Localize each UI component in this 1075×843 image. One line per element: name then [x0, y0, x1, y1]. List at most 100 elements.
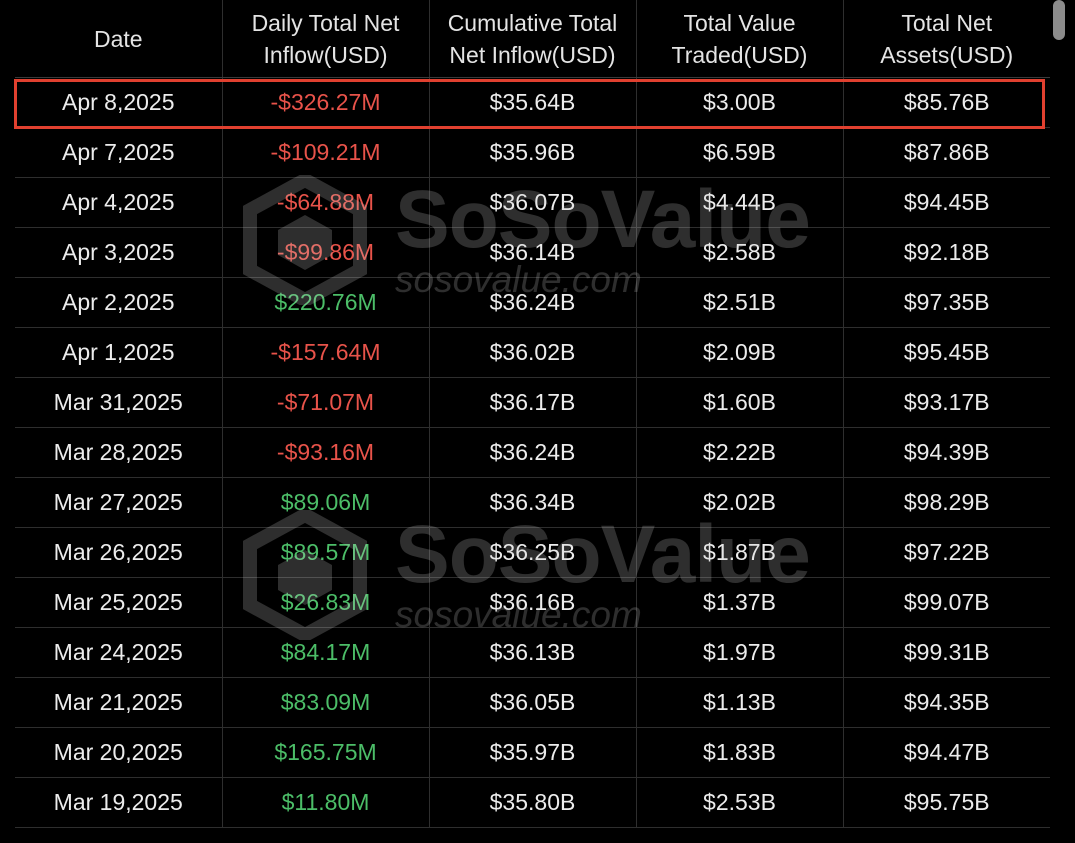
table-row[interactable]: Mar 21,2025 $83.09M $36.05B $1.13B $94.35B [15, 677, 1050, 728]
cell-daily-net-inflow: $11.80M [221, 777, 429, 828]
cell-total-value-traded: $1.83B [635, 727, 843, 778]
cell-total-value-traded: $3.00B [635, 77, 843, 128]
cell-total-net-assets: $97.22B [842, 527, 1050, 578]
header-cumulative-net-inflow[interactable]: Cumulative Total Net Inflow(USD) [428, 0, 636, 78]
cell-total-value-traded: $2.53B [635, 777, 843, 828]
cell-cumulative-net-inflow: $36.17B [428, 377, 636, 428]
cell-date: Mar 19,2025 [15, 777, 222, 828]
cell-total-net-assets: $94.47B [842, 727, 1050, 778]
cell-total-net-assets: $94.39B [842, 427, 1050, 478]
cell-total-value-traded: $2.58B [635, 227, 843, 278]
cell-daily-net-inflow: $165.75M [221, 727, 429, 778]
cell-date: Mar 20,2025 [15, 727, 222, 778]
cell-total-net-assets: $85.76B [842, 77, 1050, 128]
cell-daily-net-inflow: -$99.86M [221, 227, 429, 278]
table-row[interactable]: Mar 28,2025 -$93.16M $36.24B $2.22B $94.39B [15, 427, 1050, 478]
cell-total-net-assets: $99.07B [842, 577, 1050, 628]
table-row[interactable]: Mar 26,2025 $89.57M $36.25B $1.87B $97.22B [15, 527, 1050, 578]
table-header-row: Date Daily Total Net Inflow(USD) Cumulat… [15, 0, 1050, 78]
cell-cumulative-net-inflow: $36.24B [428, 427, 636, 478]
cell-total-net-assets: $99.31B [842, 627, 1050, 678]
cell-date: Mar 25,2025 [15, 577, 222, 628]
header-date[interactable]: Date [15, 0, 222, 78]
table-row[interactable]: Mar 27,2025 $89.06M $36.34B $2.02B $98.29B [15, 477, 1050, 528]
cell-total-value-traded: $4.44B [635, 177, 843, 228]
cell-cumulative-net-inflow: $36.05B [428, 677, 636, 728]
cell-total-net-assets: $95.45B [842, 327, 1050, 378]
cell-cumulative-net-inflow: $35.97B [428, 727, 636, 778]
table-row[interactable]: Apr 4,2025 -$64.88M $36.07B $4.44B $94.45B [15, 177, 1050, 228]
cell-date: Apr 4,2025 [15, 177, 222, 228]
cell-total-value-traded: $2.02B [635, 477, 843, 528]
cell-daily-net-inflow: $89.57M [221, 527, 429, 578]
cell-date: Mar 28,2025 [15, 427, 222, 478]
cell-cumulative-net-inflow: $35.80B [428, 777, 636, 828]
cell-date: Apr 3,2025 [15, 227, 222, 278]
cell-daily-net-inflow: -$109.21M [221, 127, 429, 178]
cell-cumulative-net-inflow: $36.25B [428, 527, 636, 578]
cell-total-net-assets: $97.35B [842, 277, 1050, 328]
cell-daily-net-inflow: $83.09M [221, 677, 429, 728]
header-total-value-traded[interactable]: Total Value Traded(USD) [635, 0, 843, 78]
etf-flow-table-container: Date Daily Total Net Inflow(USD) Cumulat… [15, 0, 1050, 843]
cell-total-net-assets: $95.75B [842, 777, 1050, 828]
cell-date: Mar 27,2025 [15, 477, 222, 528]
table-row[interactable]: Mar 19,2025 $11.80M $35.80B $2.53B $95.75B [15, 777, 1050, 828]
vertical-scrollbar[interactable] [1053, 0, 1065, 40]
cell-total-value-traded: $2.09B [635, 327, 843, 378]
cell-total-value-traded: $2.22B [635, 427, 843, 478]
cell-total-net-assets: $92.18B [842, 227, 1050, 278]
cell-total-value-traded: $1.60B [635, 377, 843, 428]
cell-total-net-assets: $93.17B [842, 377, 1050, 428]
cell-date: Mar 24,2025 [15, 627, 222, 678]
cell-cumulative-net-inflow: $36.34B [428, 477, 636, 528]
header-total-net-assets[interactable]: Total Net Assets(USD) [842, 0, 1050, 78]
cell-daily-net-inflow: $26.83M [221, 577, 429, 628]
cell-cumulative-net-inflow: $35.96B [428, 127, 636, 178]
cell-total-net-assets: $98.29B [842, 477, 1050, 528]
cell-date: Apr 7,2025 [15, 127, 222, 178]
cell-daily-net-inflow: -$64.88M [221, 177, 429, 228]
table-row[interactable]: Mar 20,2025 $165.75M $35.97B $1.83B $94.47B [15, 727, 1050, 778]
cell-total-value-traded: $1.37B [635, 577, 843, 628]
cell-date: Apr 8,2025 [15, 77, 222, 128]
cell-cumulative-net-inflow: $36.07B [428, 177, 636, 228]
cell-total-value-traded: $2.51B [635, 277, 843, 328]
etf-flow-table: Date Daily Total Net Inflow(USD) Cumulat… [15, 0, 1050, 828]
cell-daily-net-inflow: -$71.07M [221, 377, 429, 428]
cell-daily-net-inflow: -$157.64M [221, 327, 429, 378]
cell-daily-net-inflow: $84.17M [221, 627, 429, 678]
cell-cumulative-net-inflow: $36.02B [428, 327, 636, 378]
cell-daily-net-inflow: $89.06M [221, 477, 429, 528]
table-row[interactable]: Apr 3,2025 -$99.86M $36.14B $2.58B $92.18B [15, 227, 1050, 278]
cell-date: Mar 26,2025 [15, 527, 222, 578]
cell-total-net-assets: $87.86B [842, 127, 1050, 178]
table-row[interactable]: Mar 25,2025 $26.83M $36.16B $1.37B $99.07B [15, 577, 1050, 628]
table-row[interactable]: Apr 1,2025 -$157.64M $36.02B $2.09B $95.45B [15, 327, 1050, 378]
cell-cumulative-net-inflow: $36.13B [428, 627, 636, 678]
cell-cumulative-net-inflow: $36.24B [428, 277, 636, 328]
cell-date: Apr 2,2025 [15, 277, 222, 328]
table-row-highlighted[interactable]: Apr 8,2025 -$326.27M $35.64B $3.00B $85.76B [15, 77, 1050, 128]
cell-total-value-traded: $1.87B [635, 527, 843, 578]
cell-date: Mar 21,2025 [15, 677, 222, 728]
cell-total-value-traded: $6.59B [635, 127, 843, 178]
cell-total-net-assets: $94.35B [842, 677, 1050, 728]
cell-daily-net-inflow: -$326.27M [221, 77, 429, 128]
cell-cumulative-net-inflow: $35.64B [428, 77, 636, 128]
table-row[interactable]: Apr 7,2025 -$109.21M $35.96B $6.59B $87.86B [15, 127, 1050, 178]
table-row[interactable]: Mar 24,2025 $84.17M $36.13B $1.97B $99.31B [15, 627, 1050, 678]
cell-cumulative-net-inflow: $36.14B [428, 227, 636, 278]
table-body: Apr 8,2025 -$326.27M $35.64B $3.00B $85.76B A… [15, 77, 1050, 828]
cell-daily-net-inflow: -$93.16M [221, 427, 429, 478]
table-row[interactable]: Apr 2,2025 $220.76M $36.24B $2.51B $97.35B [15, 277, 1050, 328]
cell-total-value-traded: $1.97B [635, 627, 843, 678]
cell-daily-net-inflow: $220.76M [221, 277, 429, 328]
cell-date: Mar 31,2025 [15, 377, 222, 428]
cell-total-net-assets: $94.45B [842, 177, 1050, 228]
cell-total-value-traded: $1.13B [635, 677, 843, 728]
cell-date: Apr 1,2025 [15, 327, 222, 378]
table-row[interactable]: Mar 31,2025 -$71.07M $36.17B $1.60B $93.17B [15, 377, 1050, 428]
header-daily-net-inflow[interactable]: Daily Total Net Inflow(USD) [221, 0, 429, 78]
cell-cumulative-net-inflow: $36.16B [428, 577, 636, 628]
